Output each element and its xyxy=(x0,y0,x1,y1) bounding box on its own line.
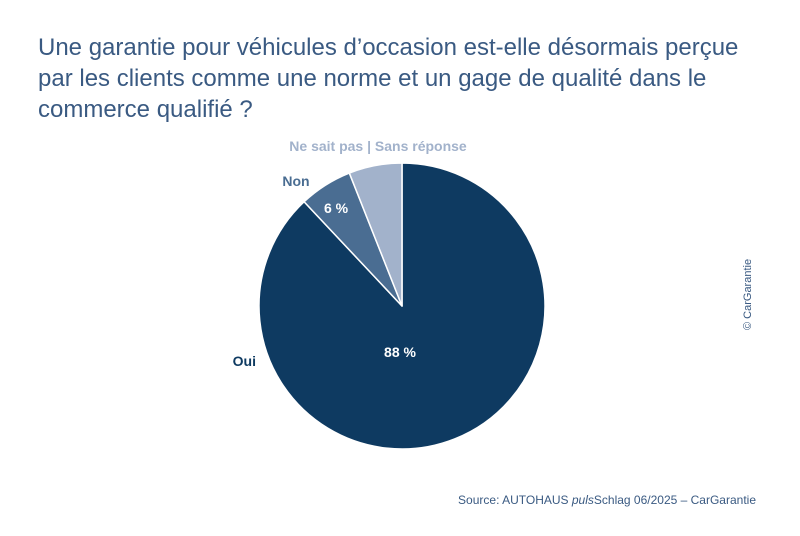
title-line-1: Une garantie pour véhicules d’occasion e… xyxy=(38,34,739,61)
title-line-2: par les clients comme une norme et un ga… xyxy=(38,65,707,92)
chart-title: Une garantie pour véhicules d’occasion e… xyxy=(38,32,758,125)
copyright-text: © CarGarantie xyxy=(742,258,754,330)
title-line-3: commerce qualifié ? xyxy=(38,96,253,123)
pie-slice-ne-sait-pas xyxy=(348,162,403,307)
category-label-non: Non xyxy=(282,173,309,189)
value-label-oui: 88 % xyxy=(384,344,416,360)
source-italic: puls xyxy=(571,493,594,507)
source-note: Source: AUTOHAUS pulsSchlag 06/2025 – Ca… xyxy=(458,493,756,507)
category-label-ne-sait-pas: Ne sait pas | Sans réponse xyxy=(289,138,467,154)
source-prefix: Source: AUTOHAUS xyxy=(458,493,572,507)
source-suffix: Schlag 06/2025 – CarGarantie xyxy=(593,493,756,507)
pie-slice-oui xyxy=(258,162,546,450)
value-label-non: 6 % xyxy=(324,200,349,216)
category-label-oui: Oui xyxy=(233,353,256,369)
